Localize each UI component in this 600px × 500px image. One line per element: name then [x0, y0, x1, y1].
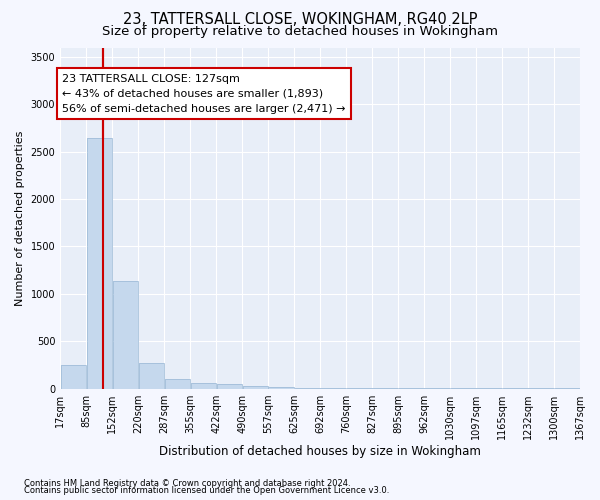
- Text: Contains public sector information licensed under the Open Government Licence v3: Contains public sector information licen…: [24, 486, 389, 495]
- Bar: [113, 280, 138, 388]
- Bar: [217, 384, 242, 388]
- Bar: [268, 387, 294, 388]
- Bar: [139, 363, 164, 388]
- Bar: [191, 384, 216, 388]
- Text: 23, TATTERSALL CLOSE, WOKINGHAM, RG40 2LP: 23, TATTERSALL CLOSE, WOKINGHAM, RG40 2L…: [123, 12, 477, 28]
- Bar: [87, 138, 112, 388]
- Text: 23 TATTERSALL CLOSE: 127sqm
← 43% of detached houses are smaller (1,893)
56% of : 23 TATTERSALL CLOSE: 127sqm ← 43% of det…: [62, 74, 346, 114]
- X-axis label: Distribution of detached houses by size in Wokingham: Distribution of detached houses by size …: [159, 444, 481, 458]
- Bar: [164, 379, 190, 388]
- Bar: [139, 363, 164, 388]
- Bar: [242, 386, 268, 388]
- Bar: [191, 384, 216, 388]
- Bar: [242, 386, 268, 388]
- Bar: [217, 384, 242, 388]
- Bar: [268, 387, 294, 388]
- Bar: [164, 379, 190, 388]
- Y-axis label: Number of detached properties: Number of detached properties: [15, 130, 25, 306]
- Text: Contains HM Land Registry data © Crown copyright and database right 2024.: Contains HM Land Registry data © Crown c…: [24, 478, 350, 488]
- Text: Size of property relative to detached houses in Wokingham: Size of property relative to detached ho…: [102, 25, 498, 38]
- Bar: [87, 138, 112, 388]
- Bar: [61, 365, 86, 388]
- Bar: [113, 280, 138, 388]
- Bar: [61, 365, 86, 388]
